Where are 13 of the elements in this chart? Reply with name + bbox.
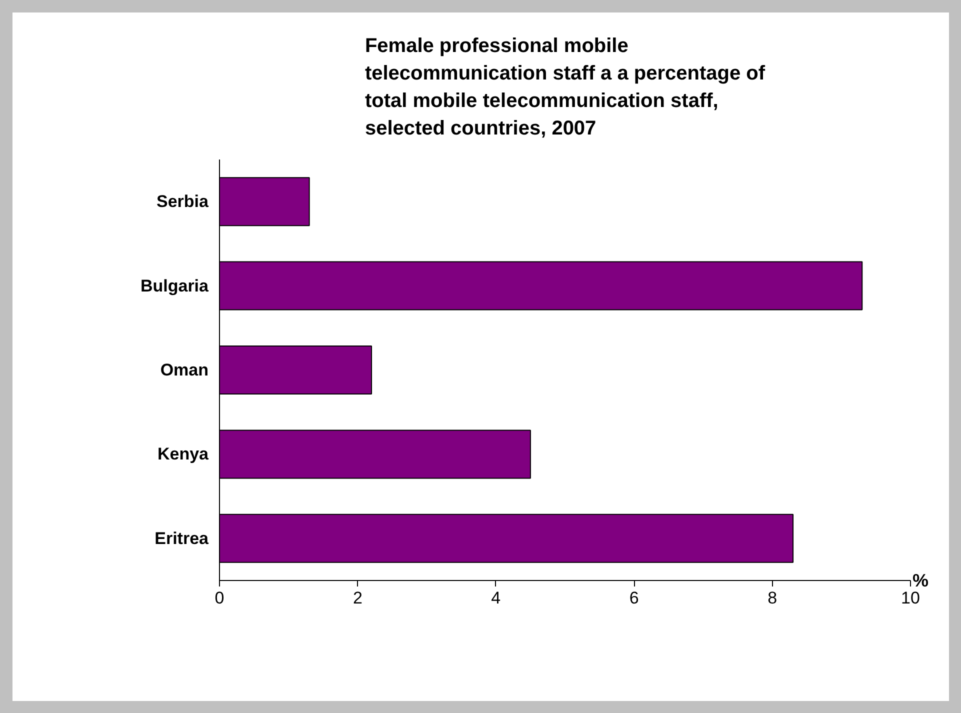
y-tick-label: Bulgaria — [140, 276, 210, 296]
y-tick-label: Serbia — [156, 192, 210, 212]
y-tick-label: Oman — [160, 360, 209, 380]
x-tick-label: 0 — [214, 588, 224, 608]
x-tick-label: 8 — [768, 588, 778, 608]
y-tick-label: Eritrea — [154, 528, 210, 548]
x-axis-title: % — [912, 570, 929, 590]
x-tick-label: 6 — [629, 588, 639, 608]
chart-title: Female professional mobile telecommunication staff a a percentage of total mobile telecommunication staff, selected countries, 2007 — [364, 35, 766, 140]
x-tick-label: 4 — [491, 588, 501, 608]
x-tick-label: 2 — [352, 588, 362, 608]
x-tick-label: 10 — [901, 588, 920, 608]
y-tick-label: Kenya — [157, 444, 210, 464]
